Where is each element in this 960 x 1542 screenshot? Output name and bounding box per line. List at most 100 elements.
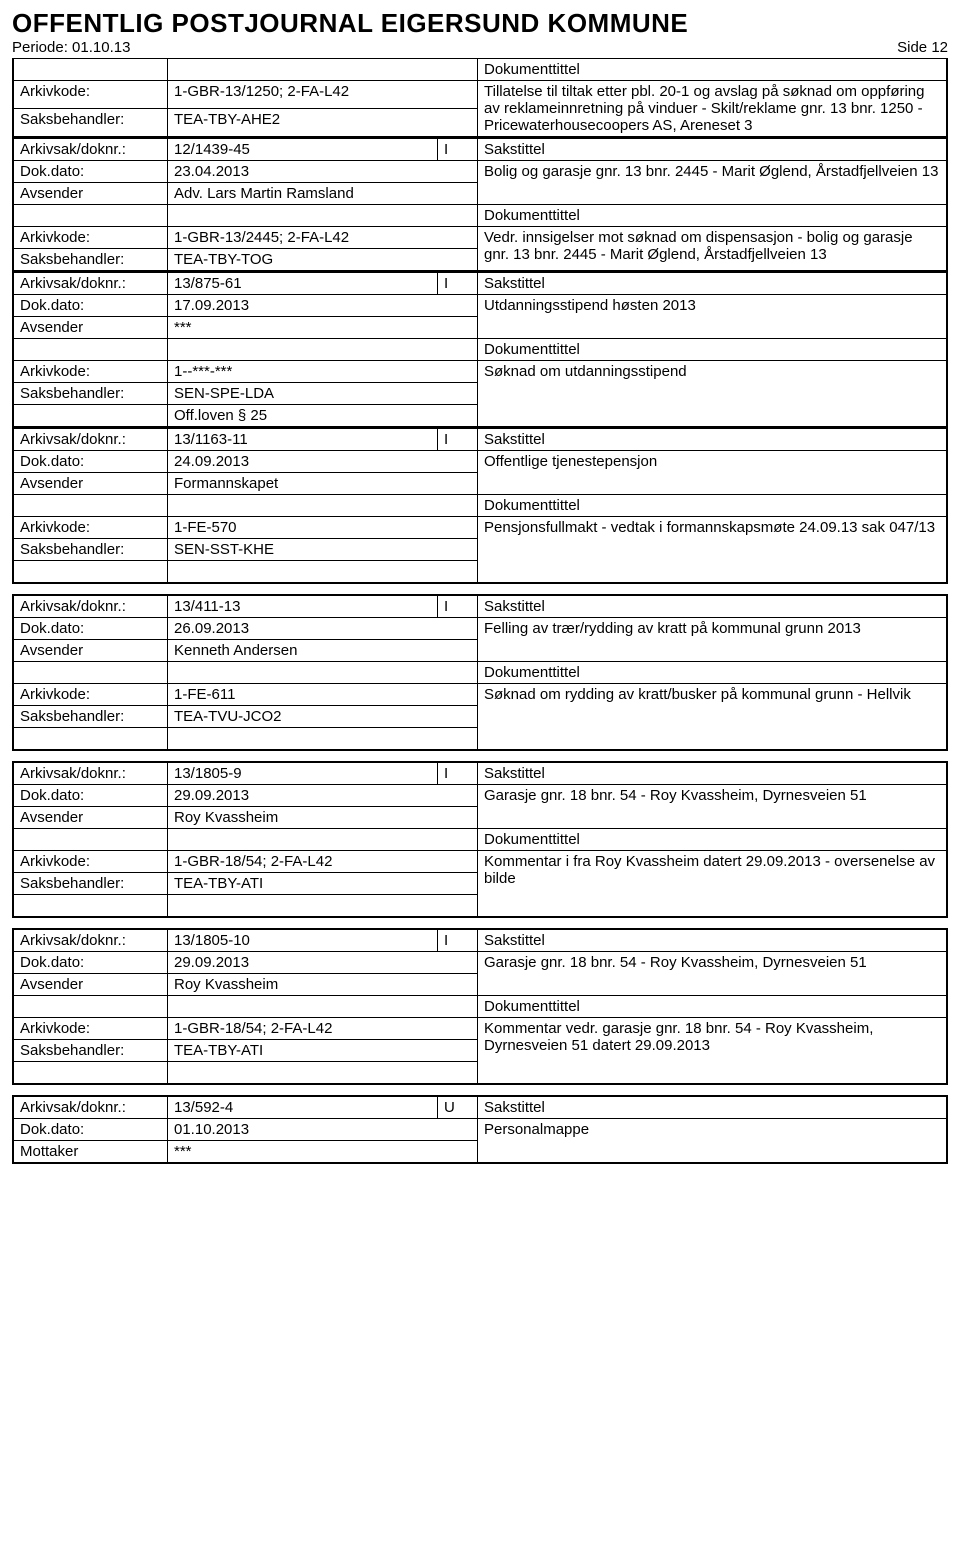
arkivkode-label: Arkivkode:	[14, 851, 168, 873]
sakstittel-text: Offentlige tjenestepensjon	[478, 451, 947, 495]
journal-block: Arkivsak/doknr.:13/1163-11ISakstittel Dok…	[13, 428, 947, 583]
dokumenttittel-text: Pensjonsfullmakt - vedtak i formannskaps…	[478, 517, 947, 583]
sakstittel-text: Garasje gnr. 18 bnr. 54 - Roy Kvassheim,…	[478, 785, 947, 829]
dokdato-value: 17.09.2013	[168, 295, 478, 317]
arkivkode-label: Arkivkode:	[14, 361, 168, 383]
empty-cell	[168, 662, 478, 684]
arkivsak-label: Arkivsak/doknr.:	[14, 429, 168, 451]
arkivsak-value: 13/411-13	[168, 596, 438, 618]
saksbehandler-label: Saksbehandler:	[14, 539, 168, 561]
dokumenttittel-text: Tillatelse til tiltak etter pbl. 20-1 og…	[478, 81, 947, 137]
dokdato-label: Dok.dato:	[14, 451, 168, 473]
dokumenttittel-label: Dokumenttittel	[478, 59, 947, 81]
saksbehandler-value: TEA-TBY-AHE2	[168, 109, 478, 137]
arkivkode-value: 1-GBR-18/54; 2-FA-L42	[168, 1018, 478, 1040]
party-label: Avsender	[14, 640, 168, 662]
journal-block: DokumenttittelArkivkode:1-GBR-13/1250; 2…	[13, 58, 947, 137]
extra-label	[14, 728, 168, 750]
empty-cell	[168, 996, 478, 1018]
saksbehandler-value: SEN-SPE-LDA	[168, 383, 478, 405]
page-title: OFFENTLIG POSTJOURNAL EIGERSUND KOMMUNE	[12, 8, 948, 39]
extra-value	[168, 728, 478, 750]
dokumenttittel-label: Dokumenttittel	[478, 829, 947, 851]
arkivsak-label: Arkivsak/doknr.:	[14, 139, 168, 161]
saksbehandler-value: SEN-SST-KHE	[168, 539, 478, 561]
dokumenttittel-label: Dokumenttittel	[478, 662, 947, 684]
arkivsak-value: 13/592-4	[168, 1097, 438, 1119]
arkivsak-value: 12/1439-45	[168, 139, 438, 161]
dokdato-label: Dok.dato:	[14, 1119, 168, 1141]
party-label: Avsender	[14, 183, 168, 205]
saksbehandler-value: TEA-TBY-ATI	[168, 1040, 478, 1062]
dokdato-value: 26.09.2013	[168, 618, 478, 640]
journal-block: Arkivsak/doknr.:13/592-4USakstittel Dok.d…	[13, 1096, 947, 1163]
dokumenttittel-text: Kommentar i fra Roy Kvassheim datert 29.…	[478, 851, 947, 917]
journal-block: Arkivsak/doknr.:13/411-13ISakstittel Dok.…	[13, 595, 947, 750]
dokdato-value: 01.10.2013	[168, 1119, 478, 1141]
arkivsak-value: 13/1805-9	[168, 763, 438, 785]
saksbehandler-value: TEA-TVU-JCO2	[168, 706, 478, 728]
dokdato-label: Dok.dato:	[14, 618, 168, 640]
arkivkode-label: Arkivkode:	[14, 227, 168, 249]
arkivkode-label: Arkivkode:	[14, 517, 168, 539]
arkivkode-value: 1-GBR-13/2445; 2-FA-L42	[168, 227, 478, 249]
empty-cell	[168, 339, 478, 361]
dokdato-label: Dok.dato:	[14, 785, 168, 807]
extra-label	[14, 1062, 168, 1084]
sakstittel-label: Sakstittel	[478, 139, 947, 161]
arkivkode-value: 1-FE-570	[168, 517, 478, 539]
sakstittel-text: Felling av trær/rydding av kratt på komm…	[478, 618, 947, 662]
dokumenttittel-text: Vedr. innsigelser mot søknad om dispensa…	[478, 227, 947, 271]
party-label: Avsender	[14, 473, 168, 495]
arkivkode-label: Arkivkode:	[14, 1018, 168, 1040]
saksbehandler-label: Saksbehandler:	[14, 706, 168, 728]
doctype: U	[438, 1097, 478, 1119]
arkivsak-label: Arkivsak/doknr.:	[14, 1097, 168, 1119]
empty-cell	[14, 205, 168, 227]
dokdato-label: Dok.dato:	[14, 952, 168, 974]
doctype: I	[438, 429, 478, 451]
party-label: Avsender	[14, 807, 168, 829]
sakstittel-label: Sakstittel	[478, 1097, 947, 1119]
period-label: Periode: 01.10.13	[12, 39, 130, 56]
dokumenttittel-text: Søknad om rydding av kratt/busker på kom…	[478, 684, 947, 750]
empty-cell	[14, 339, 168, 361]
party-value: ***	[168, 317, 478, 339]
arkivsak-value: 13/1163-11	[168, 429, 438, 451]
page-number: Side 12	[897, 39, 948, 56]
dokdato-value: 23.04.2013	[168, 161, 478, 183]
extra-value	[168, 1062, 478, 1084]
doctype: I	[438, 930, 478, 952]
saksbehandler-value: TEA-TBY-TOG	[168, 249, 478, 271]
empty-cell	[168, 205, 478, 227]
party-value: Roy Kvassheim	[168, 807, 478, 829]
doctype: I	[438, 763, 478, 785]
party-label: Mottaker	[14, 1141, 168, 1163]
dokumenttittel-text: Kommentar vedr. garasje gnr. 18 bnr. 54 …	[478, 1018, 947, 1084]
saksbehandler-label: Saksbehandler:	[14, 249, 168, 271]
arkivkode-value: 1-GBR-18/54; 2-FA-L42	[168, 851, 478, 873]
arkivkode-value: 1--***-***	[168, 361, 478, 383]
empty-cell	[14, 495, 168, 517]
doctype: I	[438, 139, 478, 161]
extra-value: Off.loven § 25	[168, 405, 478, 427]
arkivkode-label: Arkivkode:	[14, 81, 168, 109]
dokumenttittel-label: Dokumenttittel	[478, 495, 947, 517]
arkivsak-label: Arkivsak/doknr.:	[14, 273, 168, 295]
saksbehandler-label: Saksbehandler:	[14, 1040, 168, 1062]
sakstittel-label: Sakstittel	[478, 930, 947, 952]
arkivsak-label: Arkivsak/doknr.:	[14, 596, 168, 618]
arkivsak-value: 13/1805-10	[168, 930, 438, 952]
sakstittel-label: Sakstittel	[478, 429, 947, 451]
journal-block: Arkivsak/doknr.:13/1805-10ISakstittelDok…	[13, 929, 947, 1084]
sakstittel-label: Sakstittel	[478, 596, 947, 618]
doctype: I	[438, 596, 478, 618]
journal-block: Arkivsak/doknr.:13/1805-9ISakstittelDok.…	[13, 762, 947, 917]
dokdato-label: Dok.dato:	[14, 161, 168, 183]
empty-cell	[14, 829, 168, 851]
saksbehandler-value: TEA-TBY-ATI	[168, 873, 478, 895]
period-row: Periode: 01.10.13 Side 12	[12, 39, 948, 56]
extra-label	[14, 895, 168, 917]
extra-label	[14, 561, 168, 583]
party-label: Avsender	[14, 974, 168, 996]
